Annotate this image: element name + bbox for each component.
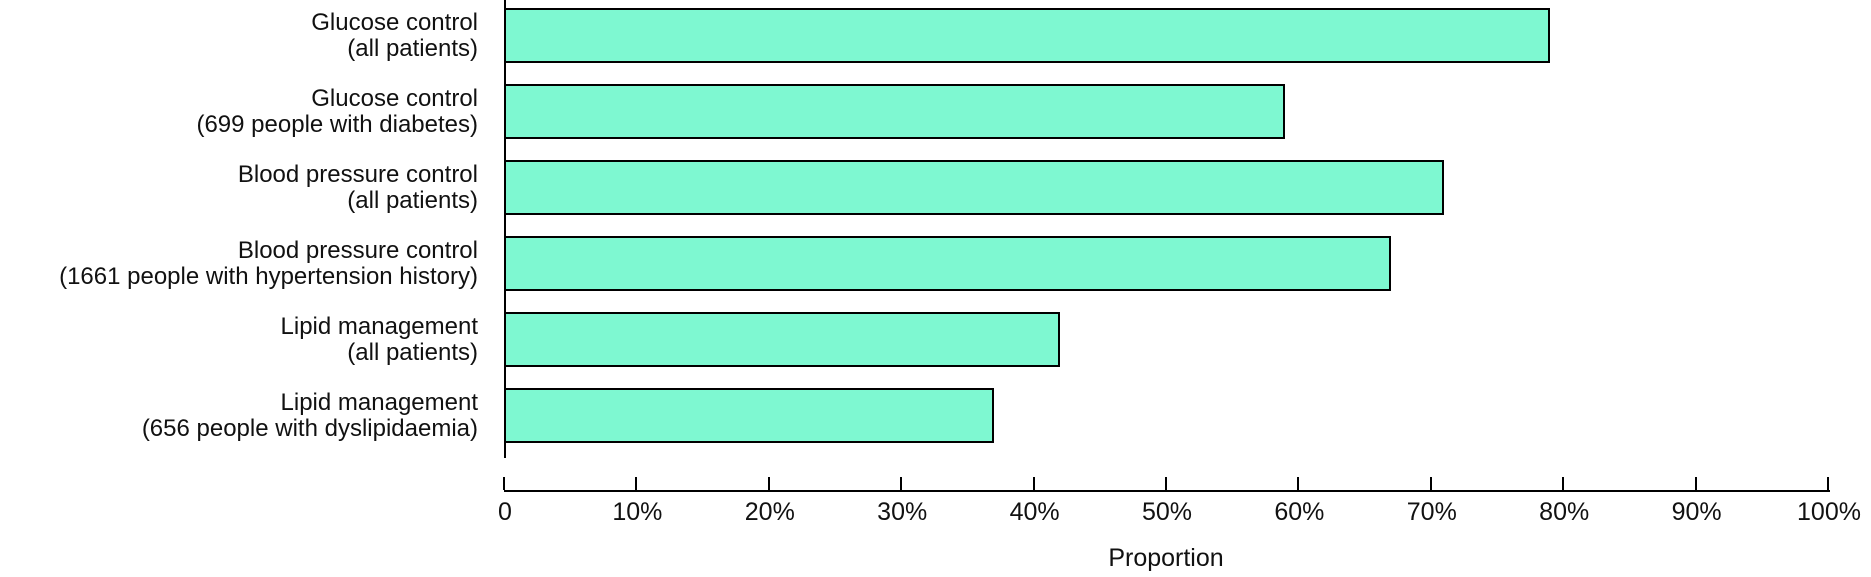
bar-label: Blood pressure control (all patients) xyxy=(0,160,478,214)
bar-label-line1: Lipid management xyxy=(280,312,478,340)
x-tick-label: 80% xyxy=(1539,498,1590,526)
x-tick-label: 40% xyxy=(1009,498,1060,526)
bar-label-line1: Glucose control xyxy=(311,84,478,112)
x-tick xyxy=(503,477,505,490)
x-tick-label: 10% xyxy=(612,498,663,526)
x-tick xyxy=(1429,477,1432,490)
bar-label-line1: Blood pressure control xyxy=(237,236,478,264)
x-tick xyxy=(1562,477,1565,490)
bar-label-line2: (1661 people with hypertension history) xyxy=(59,262,478,290)
y-axis-line xyxy=(504,0,506,458)
x-axis-line xyxy=(504,490,1830,492)
x-tick-label: 70% xyxy=(1406,498,1457,526)
bar-label-line2: (all patients) xyxy=(347,34,478,62)
x-tick xyxy=(635,477,638,490)
x-tick-label: 60% xyxy=(1274,498,1325,526)
x-tick xyxy=(1694,477,1697,490)
bar xyxy=(504,312,1061,367)
bar-label-line1: Lipid management xyxy=(280,388,478,416)
bar xyxy=(504,388,994,443)
x-tick xyxy=(1032,477,1035,490)
bar xyxy=(504,84,1286,139)
bar-label: Blood pressure control (1661 people with … xyxy=(0,236,478,290)
x-tick xyxy=(900,477,903,490)
bar-label: Lipid management (all patients) xyxy=(0,312,478,366)
bar-label-line1: Blood pressure control xyxy=(237,160,478,188)
bar xyxy=(504,8,1550,63)
x-tick-label: 90% xyxy=(1671,498,1722,526)
x-axis-title: Proportion xyxy=(1108,544,1224,572)
bar-label-line2: (699 people with diabetes) xyxy=(196,110,478,138)
bar-label-line2: (all patients) xyxy=(347,186,478,214)
x-tick xyxy=(1297,477,1300,490)
x-tick xyxy=(767,477,770,490)
x-tick xyxy=(1165,477,1167,490)
bar xyxy=(504,236,1392,291)
bar-label: Lipid management (656 people with dyslipi… xyxy=(0,388,478,442)
bar-label: Glucose control (all patients) xyxy=(0,8,478,62)
x-tick xyxy=(1827,477,1829,490)
x-tick-label: 50% xyxy=(1141,498,1193,526)
bar-label-line1: Glucose control xyxy=(311,8,478,36)
bar-label-line2: (656 people with dyslipidaemia) xyxy=(141,414,478,442)
bar-label-line2: (all patients) xyxy=(347,338,478,366)
x-tick-label: 30% xyxy=(877,498,928,526)
x-tick-label: 0 xyxy=(498,498,512,526)
x-tick-label: 100% xyxy=(1797,498,1861,526)
bar xyxy=(504,160,1445,215)
x-tick-label: 20% xyxy=(744,498,795,526)
bar-label: Glucose control (699 people with diabetes… xyxy=(0,84,478,138)
